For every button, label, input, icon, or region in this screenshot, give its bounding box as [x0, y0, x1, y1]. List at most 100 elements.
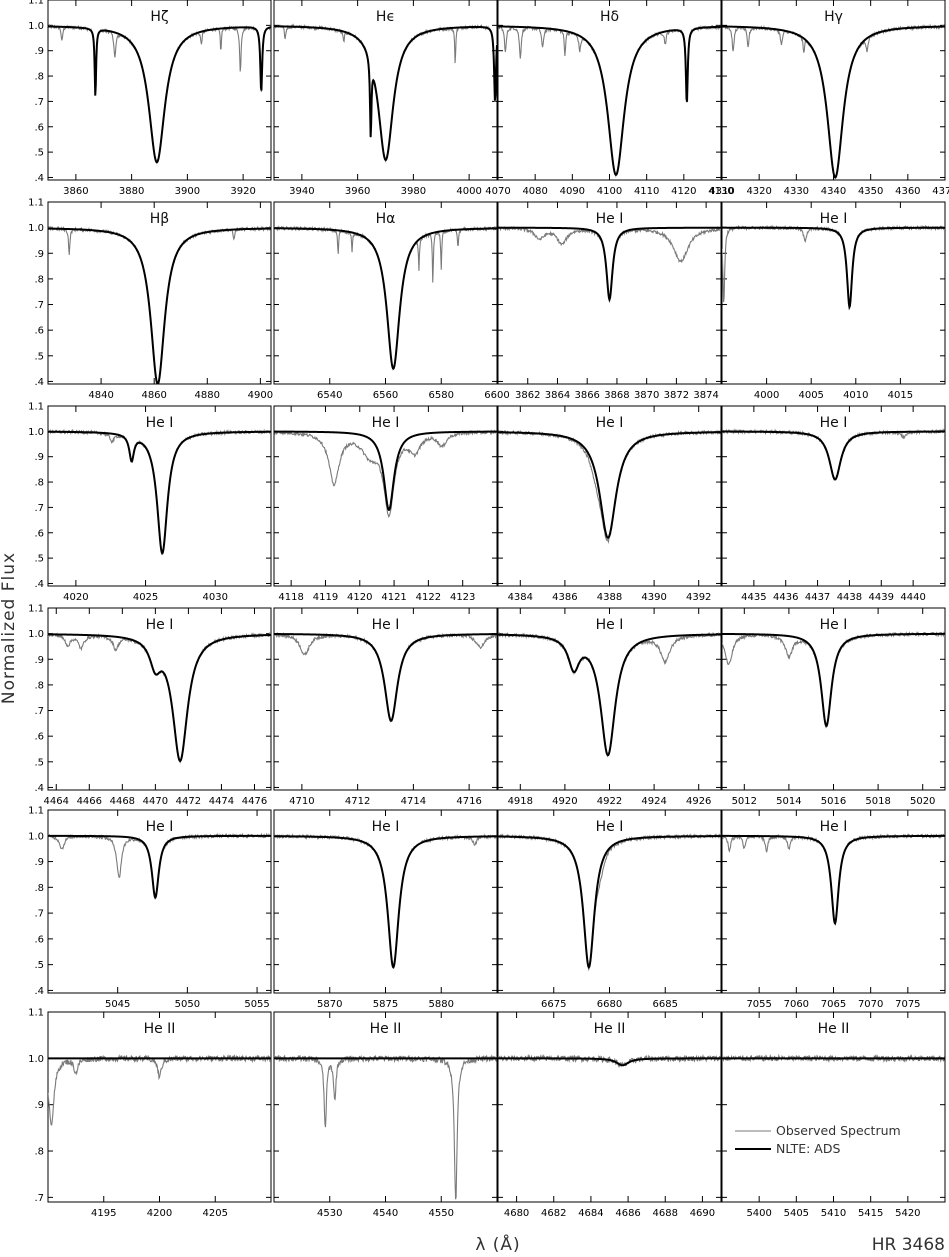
panel-title: He I — [820, 211, 848, 227]
panel-frame — [497, 809, 722, 994]
x-tick-label: 4924 — [641, 796, 666, 807]
y-tick-label: .5 — [34, 148, 44, 159]
y-tick-label: .8 — [34, 680, 44, 691]
y-tick-label: 1.1 — [28, 198, 44, 209]
y-tick-label: 1.1 — [28, 806, 44, 817]
x-tick-label: 4918 — [508, 796, 533, 807]
panel-title: He I — [596, 415, 624, 431]
x-tick-label: 4439 — [869, 592, 894, 603]
y-tick-label: .9 — [34, 655, 44, 666]
spectrum-panel: .4 .5 .6 .7 .8 .9 1.0 1.1 4464 4466 4468 4470 4472 44… — [28, 604, 272, 807]
spectrum-panel: .4 .5 .6 .7 .8 .9 1.0 1.1 3860 3880 3900 3920 Hζ — [28, 0, 272, 197]
panel-frame — [721, 1011, 946, 1203]
nlte-model-line — [48, 834, 271, 900]
x-tick-label: 4476 — [242, 796, 267, 807]
y-tick-label: 1.0 — [28, 1054, 44, 1065]
panel-title: He I — [372, 819, 400, 835]
x-tick-label: 3980 — [401, 186, 426, 197]
nlte-model-line — [48, 430, 271, 555]
nlte-model-line — [48, 227, 271, 384]
x-tick-label: 6675 — [541, 999, 566, 1010]
x-tick-label: 3900 — [175, 186, 200, 197]
x-tick-label: 4390 — [641, 592, 666, 603]
x-tick-label: 4320 — [746, 186, 771, 197]
x-tick-label: 4392 — [686, 592, 711, 603]
y-tick-label: .6 — [34, 732, 44, 743]
spectrum-panel: 5012 5014 5016 5018 5020 He I — [721, 607, 946, 807]
x-tick-label: 6540 — [317, 390, 342, 401]
x-tick-label: 5018 — [865, 796, 890, 807]
y-axis-label: Normalized Flux — [0, 552, 19, 704]
x-tick-label: 4070 — [485, 186, 510, 197]
spectrum-panel: 4070 4080 4090 4100 4110 4120 4130 Hδ — [485, 0, 734, 197]
y-tick-label: .6 — [34, 528, 44, 539]
panel-frame — [497, 405, 722, 587]
spectrum-panel: 3940 3960 3980 4000 Hϵ — [273, 0, 498, 197]
panel-title: He II — [594, 1021, 626, 1037]
y-tick-label: .9 — [34, 1100, 44, 1111]
x-tick-label: 3920 — [230, 186, 255, 197]
y-tick-label: .6 — [34, 934, 44, 945]
x-tick-label: 4388 — [597, 592, 622, 603]
x-tick-label: 3860 — [63, 186, 88, 197]
nlte-model-line — [274, 633, 497, 722]
nlte-model-line — [498, 431, 721, 539]
x-tick-label: 4119 — [313, 592, 338, 603]
y-tick-label: .8 — [34, 883, 44, 894]
x-tick-label: 4384 — [508, 592, 533, 603]
x-tick-label: 4474 — [209, 796, 234, 807]
y-tick-label: 1.1 — [28, 402, 44, 413]
panel-frame — [273, 0, 498, 181]
y-tick-label: .7 — [34, 1193, 44, 1204]
x-tick-label: 4686 — [615, 1208, 640, 1219]
x-tick-label: 5875 — [373, 999, 398, 1010]
x-tick-label: 4110 — [634, 186, 659, 197]
spectrum-panel: 6540 6560 6580 6600 Hα — [273, 201, 510, 401]
y-tick-label: .7 — [34, 706, 44, 717]
y-tick-label: 1.0 — [28, 427, 44, 438]
x-tick-label: 3880 — [119, 186, 144, 197]
panel-frame — [497, 201, 722, 385]
nlte-model-line — [722, 25, 945, 179]
nlte-model-line — [498, 1057, 721, 1067]
spectrum-panel: 3862 3864 3866 3868 3870 3872 3874 He I — [497, 201, 722, 401]
nlte-model-line — [498, 25, 721, 177]
panel-frame — [721, 201, 946, 385]
panel-frame — [47, 405, 272, 587]
x-tick-label: 4900 — [248, 390, 273, 401]
x-tick-label: 4386 — [552, 592, 577, 603]
y-tick-label: .4 — [34, 783, 44, 794]
panel-title: He I — [820, 617, 848, 633]
panel-frame — [47, 809, 272, 994]
legend-model-label: NLTE: ADS — [776, 1141, 840, 1156]
observed-spectrum-line — [48, 1053, 271, 1126]
panel-title: He I — [146, 617, 174, 633]
nlte-model-line — [498, 226, 721, 303]
spectrum-panel: 4710 4712 4714 4716 He I — [273, 607, 498, 807]
x-tick-label: 4716 — [456, 796, 481, 807]
x-tick-label: 4020 — [63, 592, 88, 603]
x-tick-label: 4464 — [44, 796, 69, 807]
x-tick-label: 4860 — [141, 390, 166, 401]
spectrum-panel: 7055 7060 7065 7070 7075 He I — [721, 809, 946, 1010]
panel-title: He II — [818, 1021, 850, 1037]
y-tick-label: .8 — [34, 1147, 44, 1158]
x-tick-label: 5055 — [244, 999, 269, 1010]
x-tick-label: 4005 — [798, 390, 823, 401]
x-tick-label: 4466 — [77, 796, 102, 807]
x-tick-label: 3866 — [574, 390, 599, 401]
spectrum-panel: 4310 4320 4330 4340 4350 4360 4370 Hγ — [709, 0, 949, 197]
x-tick-label: 5016 — [821, 796, 846, 807]
y-tick-label: .4 — [34, 377, 44, 388]
y-tick-label: .4 — [34, 579, 44, 590]
nlte-model-line — [498, 835, 721, 969]
spectrum-panel: .7 .8 .9 1.0 1.1 4195 4200 4205 He II — [28, 1008, 272, 1219]
x-tick-label: 3868 — [604, 390, 629, 401]
panel-title: He I — [372, 617, 400, 633]
x-tick-label: 4710 — [289, 796, 314, 807]
x-tick-label: 7075 — [895, 999, 920, 1010]
y-tick-label: .9 — [34, 857, 44, 868]
x-tick-label: 4680 — [504, 1208, 529, 1219]
x-tick-label: 4436 — [773, 592, 798, 603]
x-tick-label: 6680 — [597, 999, 622, 1010]
